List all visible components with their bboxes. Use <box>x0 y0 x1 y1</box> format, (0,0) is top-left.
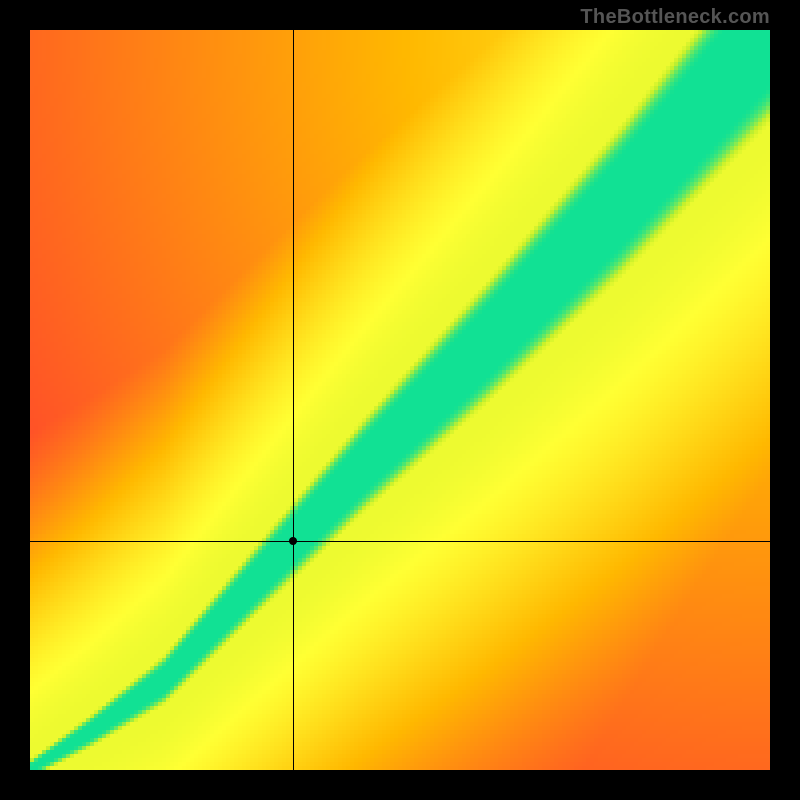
watermark-text: TheBottleneck.com <box>580 6 770 29</box>
chart-plot-area <box>30 30 770 770</box>
crosshair-marker-dot <box>289 537 297 545</box>
crosshair-horizontal-line <box>30 541 770 542</box>
heatmap-canvas <box>30 30 770 770</box>
crosshair-vertical-line <box>293 30 294 770</box>
